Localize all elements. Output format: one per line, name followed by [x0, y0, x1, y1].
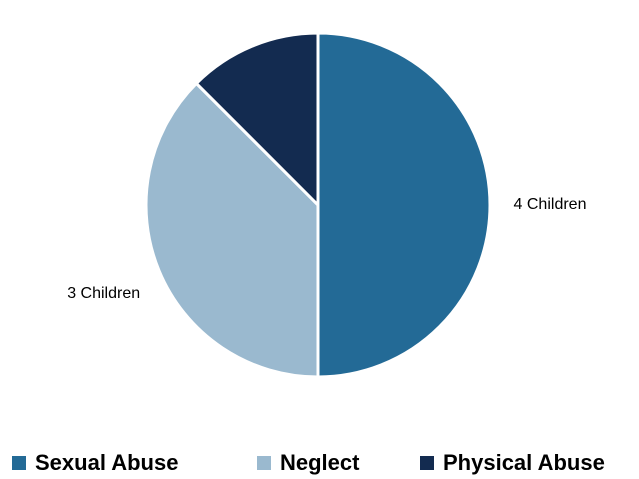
pie-slice: [144, 81, 320, 379]
legend-swatch: [257, 456, 271, 470]
data-label: 3 Children: [67, 285, 140, 302]
legend-swatch: [12, 456, 26, 470]
pie-slice: [194, 31, 320, 209]
pie-slice: [316, 31, 492, 379]
legend-label: Neglect: [280, 450, 360, 475]
legend-label: Physical Abuse: [443, 450, 605, 475]
data-label: 4 Children: [514, 196, 587, 213]
legend-swatch: [420, 456, 434, 470]
legend-label: Sexual Abuse: [35, 450, 178, 475]
